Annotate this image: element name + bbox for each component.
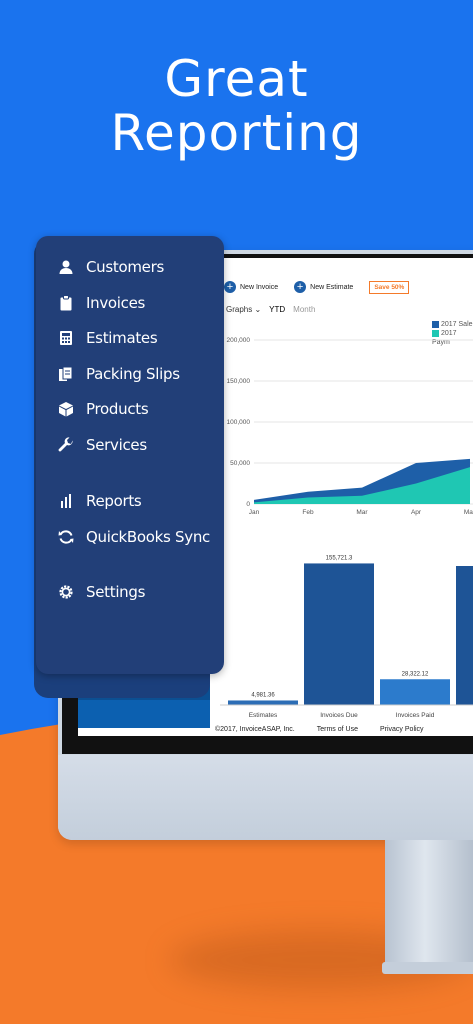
x-tick-label: Apr xyxy=(411,509,422,516)
privacy-link[interactable]: Privacy Policy xyxy=(379,726,424,733)
copyright-text: ©2017, InvoiceASAP, Inc. xyxy=(215,726,295,733)
plus-icon: + xyxy=(294,281,307,293)
legend-swatch xyxy=(432,329,439,337)
monitor-chin xyxy=(58,755,473,840)
bar xyxy=(380,679,450,705)
series-area-1 xyxy=(254,467,470,504)
strip-band xyxy=(78,700,210,728)
plus-icon: + xyxy=(224,281,236,293)
sidebar-item-label: Invoices xyxy=(86,294,146,312)
clipboard-icon xyxy=(58,295,74,311)
terms-link[interactable]: Terms of Use xyxy=(316,726,358,733)
sidebar-item-estimates[interactable]: Estimates xyxy=(58,326,158,350)
tab-ytd[interactable]: YTD xyxy=(269,305,286,314)
x-tick-label: Jan xyxy=(249,509,260,516)
chart-legend: 2017 Sale 2017 Paym xyxy=(432,320,473,347)
y-tick-label: 0 xyxy=(246,501,250,508)
category-label: Estimates xyxy=(249,712,278,719)
sidebar-item-label: Reports xyxy=(86,492,142,510)
sidebar-item-quickbooks-sync[interactable]: QuickBooks Sync xyxy=(58,525,210,549)
sidebar-menu: Customers Invoices Estimates Packing Sli… xyxy=(36,236,224,674)
legend-label: 2017 Paym xyxy=(432,330,457,346)
legend-item-payments: 2017 Paym xyxy=(432,329,473,347)
sidebar-item-products[interactable]: Products xyxy=(58,397,149,421)
headline: Great Reporting xyxy=(0,52,473,160)
app-footer: ©2017, InvoiceASAP, Inc. Terms of Use Pr… xyxy=(215,726,424,733)
calculator-icon xyxy=(58,330,74,346)
x-tick-label: May xyxy=(464,509,473,516)
sync-icon xyxy=(58,529,74,545)
sidebar-item-customers[interactable]: Customers xyxy=(58,255,164,279)
bar-partial xyxy=(456,566,473,705)
legend-label: 2017 Sale xyxy=(441,321,473,328)
new-invoice-button[interactable]: + New Invoice xyxy=(224,281,278,293)
sidebar-item-reports[interactable]: Reports xyxy=(58,489,142,513)
bar xyxy=(228,700,298,705)
sidebar-item-label: Services xyxy=(86,436,147,454)
new-estimate-button[interactable]: + New Estimate xyxy=(294,281,353,293)
tab-month[interactable]: Month xyxy=(293,305,316,314)
screen-bottom-bezel xyxy=(78,736,473,754)
y-tick-label: 200,000 xyxy=(227,337,251,344)
tab-graphs-label: Graphs xyxy=(226,305,253,314)
category-label: Invoices Due xyxy=(320,712,358,719)
wrench-icon xyxy=(58,437,74,453)
y-tick-label: 150,000 xyxy=(227,378,251,385)
person-icon xyxy=(58,259,74,275)
monitor-stand-base xyxy=(382,962,473,974)
chevron-down-icon: ⌄ xyxy=(254,305,262,314)
bar-chart: 4,981.36 Estimates 155,721.3 Invoices Due 28… xyxy=(220,555,473,719)
gear-icon xyxy=(58,584,74,600)
bar-chart-icon xyxy=(58,493,74,509)
monitor-stand xyxy=(385,840,473,970)
legend-swatch xyxy=(432,320,439,328)
bar-value-label: 28,322.12 xyxy=(402,671,429,677)
bar-value-label: 4,981.36 xyxy=(251,692,275,698)
sidebar-item-label: Customers xyxy=(86,258,164,276)
app-toolbar: + New Invoice + New Estimate Save 50% xyxy=(224,278,410,296)
headline-line1: Great xyxy=(164,50,309,108)
y-tick-label: 100,000 xyxy=(227,419,251,426)
headline-line2: Reporting xyxy=(110,104,363,162)
x-tick-label: Feb xyxy=(302,509,314,516)
bar xyxy=(304,563,374,705)
box-icon xyxy=(58,401,74,417)
sidebar-item-services[interactable]: Services xyxy=(58,433,147,457)
sidebar-item-label: Products xyxy=(86,400,149,418)
sidebar-item-settings[interactable]: Settings xyxy=(58,580,145,604)
tab-graphs[interactable]: Graphs ⌄ xyxy=(226,305,261,314)
bar-value-label: 155,721.3 xyxy=(326,555,353,561)
sidebar-item-packing-slips[interactable]: Packing Slips xyxy=(58,362,180,386)
new-invoice-label: New Invoice xyxy=(240,283,279,291)
y-tick-label: 50,000 xyxy=(230,460,250,467)
x-tick-label: Mar xyxy=(356,509,368,516)
sidebar-item-label: Estimates xyxy=(86,329,158,347)
sidebar-item-label: Packing Slips xyxy=(86,365,180,383)
packing-slips-icon xyxy=(58,366,74,382)
area-chart: 0 50,000 100,000 150,000 200,000 Jan Feb Mar Apr… xyxy=(227,337,473,516)
sidebar-item-invoices[interactable]: Invoices xyxy=(58,291,145,315)
new-estimate-label: New Estimate xyxy=(310,283,354,291)
sidebar-item-label: QuickBooks Sync xyxy=(86,528,210,546)
sidebar-item-label: Settings xyxy=(86,583,146,601)
legend-item-sales: 2017 Sale xyxy=(432,320,473,329)
report-tabs: Graphs ⌄ YTD Month xyxy=(226,305,315,314)
category-label: Invoices Paid xyxy=(396,712,435,719)
save-badge[interactable]: Save 50% xyxy=(369,280,410,294)
